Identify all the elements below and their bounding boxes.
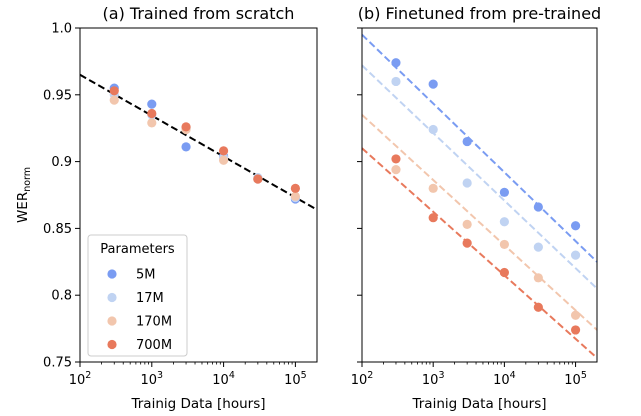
legend-marker-5M [107,269,117,279]
legend-marker-17M [107,292,117,303]
data-point-170M [290,191,300,201]
legend-label: 170M [136,315,172,330]
data-point-700M [181,122,191,132]
legend-marker-700M [107,339,117,350]
legend-title: Parameters [100,242,175,257]
panel-a: 102 103 104 105 0.75 0.8 0.85 0.9 0.95 1.0 (a) Tra… [15,4,318,412]
data-point-700M [109,86,119,96]
data-point-5M [570,221,581,231]
x-tick-label: 104 [212,370,235,388]
chart-title: (b) Finetuned from pre-trained [358,4,601,23]
data-point-700M [391,154,401,164]
x-tick-label: 105 [564,370,587,388]
legend-marker-170M [107,316,117,326]
fit-line [361,33,598,263]
data-point-170M [462,219,472,229]
data-point-700M [462,238,472,248]
data-point-5M [499,187,509,197]
data-point-700M [499,267,509,278]
y-tick-label: 1.0 [51,22,72,37]
legend-label: 5M [136,268,156,283]
data-point-5M [533,202,543,212]
x-tick-label: 105 [284,370,307,388]
y-axis-label: WERnorm [15,167,33,223]
fit-line [361,114,598,331]
data-point-170M [109,95,119,105]
data-point-5M [428,79,438,89]
data-point-700M [253,174,263,184]
data-point-17M [391,76,401,87]
y-tick-label: 0.95 [43,88,72,103]
data-point-17M [428,124,438,135]
data-point-17M [499,217,509,227]
data-point-17M [570,250,581,260]
x-tick-label: 103 [140,370,163,388]
data-point-170M [428,183,438,193]
fit-line [361,64,598,290]
y-tick-label: 0.85 [43,222,72,237]
x-tick-label: 103 [422,370,445,388]
data-point-170M [533,273,543,283]
y-tick-label: 0.75 [43,356,72,371]
data-point-170M [499,239,509,250]
data-point-5M [181,142,191,152]
legend: Parameters 5M 17M 170M 700M [87,234,188,357]
data-point-5M [462,136,472,147]
chart-title: (a) Trained from scratch [103,4,295,23]
panel-b: 102 103 104 105 (b) Finetuned from pre-train… [351,4,602,412]
data-point-700M [290,183,300,193]
data-point-170M [570,310,581,320]
fit-line [79,73,318,211]
data-point-700M [428,213,438,223]
x-axis-label: Trainig Data [hours] [130,396,265,412]
data-point-170M [147,118,157,128]
plot-frame [79,27,318,363]
fit-line [361,147,598,359]
data-point-17M [533,242,543,252]
legend-label: 700M [136,338,172,353]
data-point-700M [218,146,229,156]
y-tick-label: 0.8 [51,289,72,304]
data-point-700M [147,108,157,119]
data-point-17M [462,178,472,188]
data-point-170M [391,165,401,175]
data-point-700M [533,302,543,312]
data-point-5M [391,58,401,68]
legend-label: 17M [136,291,164,306]
y-tick-label: 0.9 [51,155,72,170]
x-tick-label: 104 [493,370,516,388]
data-point-5M [147,99,157,109]
data-point-170M [218,155,229,165]
x-axis-label: Trainig Data [hours] [411,396,546,412]
data-point-700M [570,325,581,335]
plot-frame [361,27,598,363]
legend-box [87,234,188,357]
x-tick-label: 102 [69,370,92,388]
x-tick-label: 102 [351,370,374,388]
